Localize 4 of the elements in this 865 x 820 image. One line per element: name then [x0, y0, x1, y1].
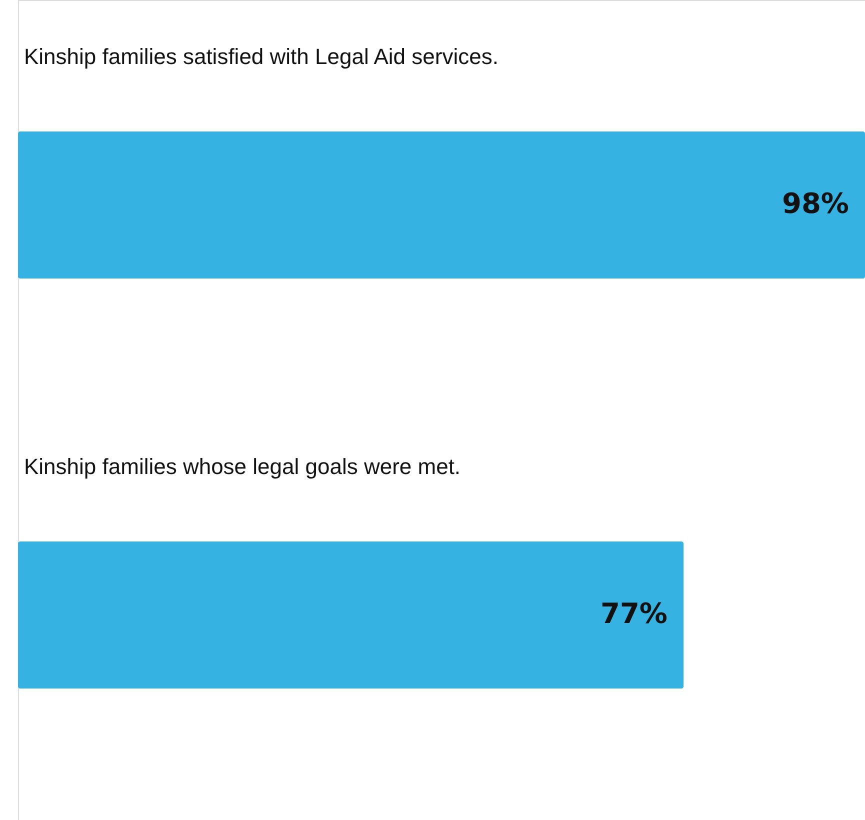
y-tick-label: Kinship families satisfied with Legal Aid services.	[24, 44, 498, 69]
data-label: 77%	[600, 597, 668, 630]
data-label: 98%	[782, 187, 849, 220]
y-tick-label: Kinship families whose legal goals were met.	[24, 454, 461, 479]
